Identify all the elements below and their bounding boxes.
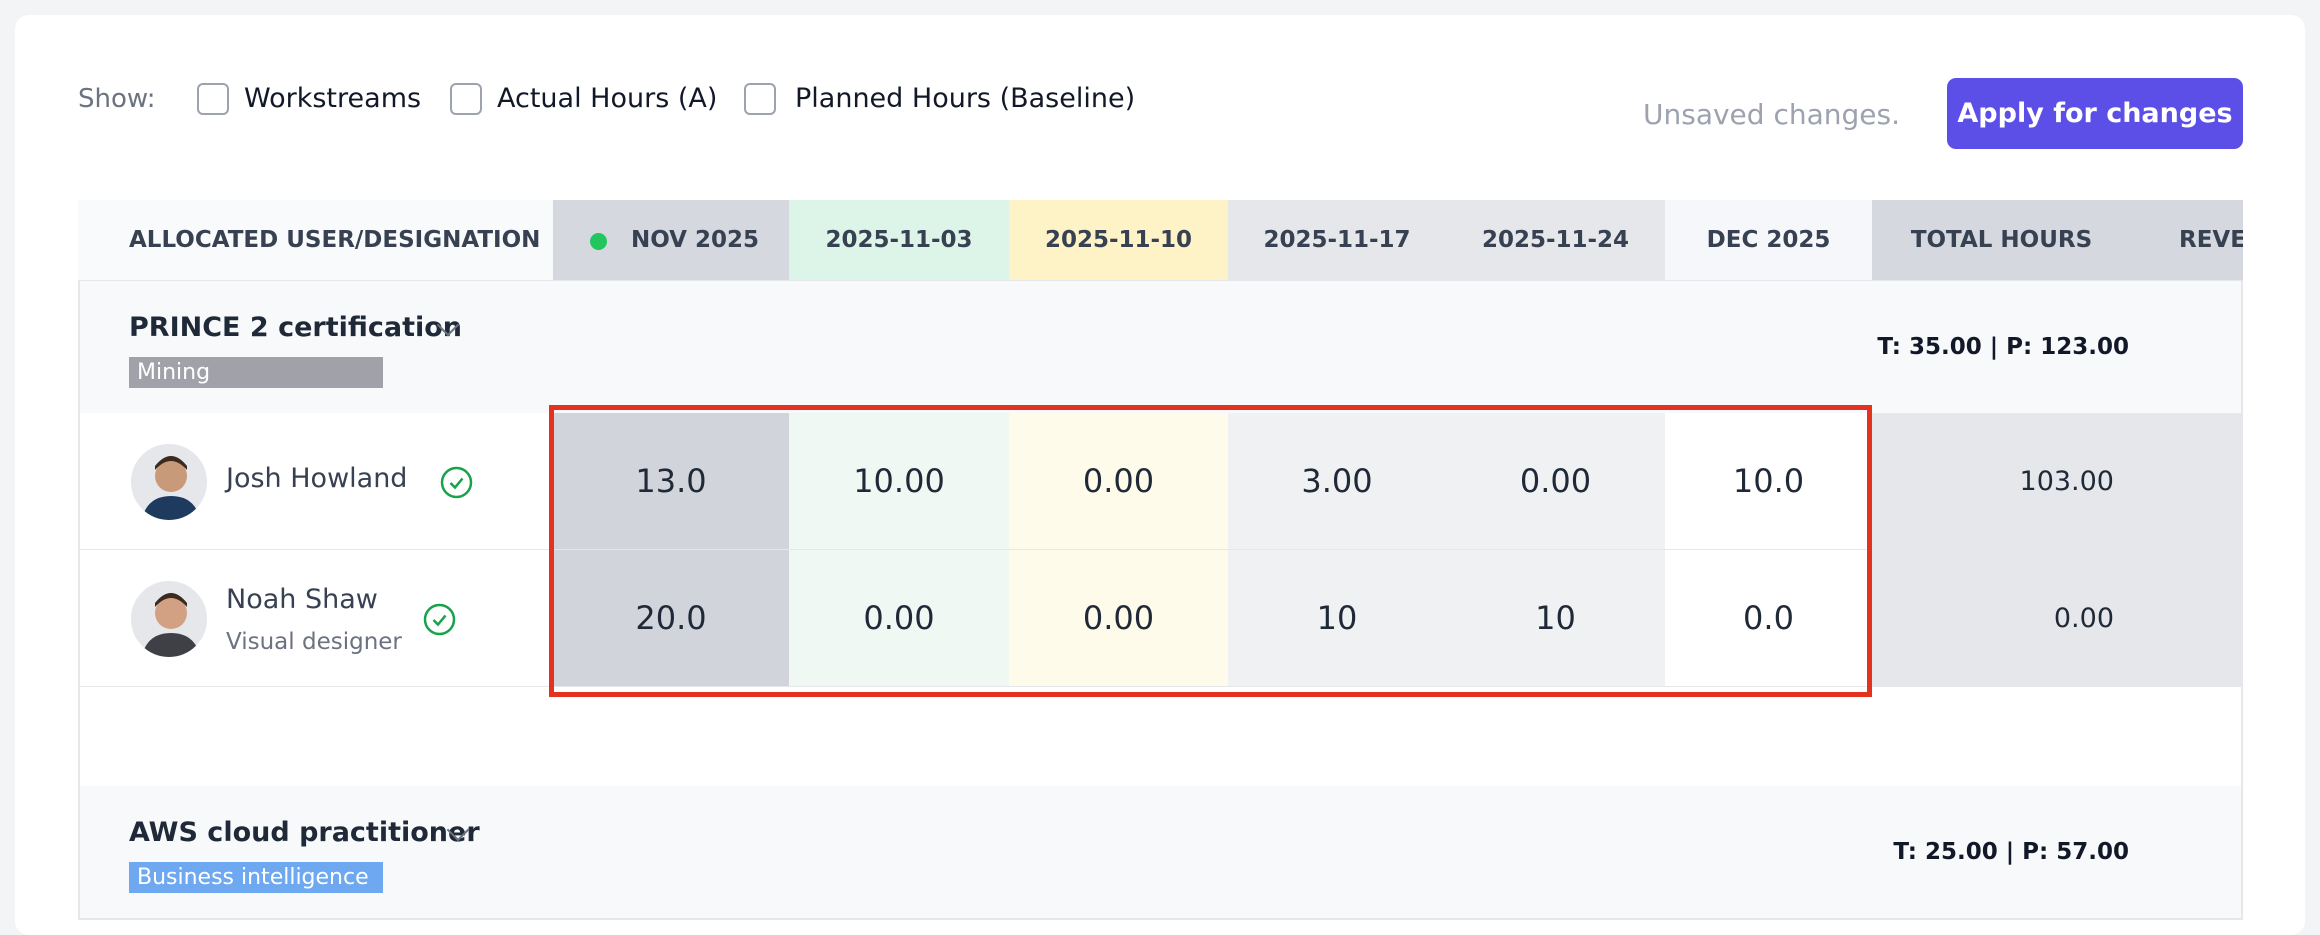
avatar-image [141, 455, 201, 520]
avatar [129, 441, 209, 522]
checkbox-label: Planned Hours (Baseline) [795, 83, 1136, 115]
hours-value: 0.00 [863, 599, 935, 637]
group-tag: Mining [129, 357, 383, 388]
avatar [129, 578, 209, 659]
hours-value: 3.00 [1301, 462, 1373, 500]
hours-value: 0.00 [1082, 599, 1155, 637]
user-name: Josh Howland [226, 462, 408, 494]
cell [789, 413, 1009, 550]
status-icon [423, 603, 456, 636]
checkbox[interactable] [450, 83, 482, 115]
status-dot [590, 233, 607, 250]
cell [1446, 550, 1665, 687]
cell [1228, 413, 1446, 550]
check-icon [440, 466, 473, 498]
column-header: DEC 2025 [1706, 227, 1831, 253]
column-header: 2025-11-17 [1263, 227, 1411, 253]
cell [1228, 550, 1446, 687]
cell [1665, 550, 1872, 687]
status-text: Unsaved changes. [1643, 98, 1900, 131]
hours-value: 20.0 [635, 599, 707, 637]
avatar-image [141, 592, 201, 657]
column-header: 2025-11-03 [825, 227, 973, 253]
highlight-box [549, 405, 1872, 697]
column-header: TOTAL HOURS [1910, 227, 2093, 253]
cell [1009, 550, 1228, 687]
header-cell [1228, 200, 1446, 281]
apply-button[interactable]: Apply for changes [1947, 78, 2243, 149]
hours-value: 13.0 [635, 462, 707, 500]
group-title: PRINCE 2 certification [129, 312, 463, 344]
hours-value: 0.0 [1743, 599, 1794, 637]
total-value: 0.00 [2053, 603, 2114, 634]
column-header: 2025-11-24 [1481, 227, 1630, 253]
header-cell [1009, 200, 1228, 281]
checkbox[interactable] [744, 83, 776, 115]
total-value: 103.00 [2019, 466, 2114, 497]
group-title: AWS cloud practitioner [129, 817, 480, 849]
hours-value: 0.00 [1519, 462, 1592, 500]
cell [553, 413, 789, 550]
header-cell [1665, 200, 1872, 281]
header-cell [2131, 200, 2243, 281]
status-icon [440, 466, 473, 499]
cell [1009, 413, 1228, 550]
cell [789, 550, 1009, 687]
checkbox[interactable] [197, 83, 229, 115]
show-label: Show: [78, 83, 156, 114]
user-designation: Visual designer [226, 629, 402, 656]
cell [1446, 413, 1665, 550]
group-row [80, 281, 2241, 413]
hours-value: 10.00 [853, 462, 945, 500]
total-cell [1872, 413, 2243, 550]
hours-value: 10.0 [1732, 462, 1805, 500]
column-header: ALLOCATED USER/DESIGNATION [129, 227, 541, 253]
group-summary: T: 35.00 | P: 123.00 [1877, 334, 2129, 360]
checkbox-label: Actual Hours (A) [497, 83, 718, 115]
hours-value: 10 [1535, 599, 1576, 637]
header-cell [1872, 200, 2131, 281]
group-row [80, 786, 2241, 918]
header-cell [78, 200, 553, 281]
total-cell [1872, 550, 2243, 687]
user-name: Noah Shaw [226, 583, 378, 615]
header-cell [1446, 200, 1665, 281]
hours-value: 0.00 [1082, 462, 1155, 500]
column-header: 2025-11-10 [1044, 227, 1193, 253]
hours-value: 10 [1316, 599, 1358, 637]
column-header: NOV 2025 [630, 227, 759, 253]
header-cell [789, 200, 1009, 281]
check-icon [423, 603, 456, 635]
group-tag: Business intelligence [129, 862, 383, 893]
cell [1665, 413, 1872, 550]
checkbox-label: Workstreams [244, 83, 422, 115]
column-header: REVE [2179, 227, 2243, 253]
cell [553, 550, 789, 687]
group-summary: T: 25.00 | P: 57.00 [1893, 839, 2129, 865]
